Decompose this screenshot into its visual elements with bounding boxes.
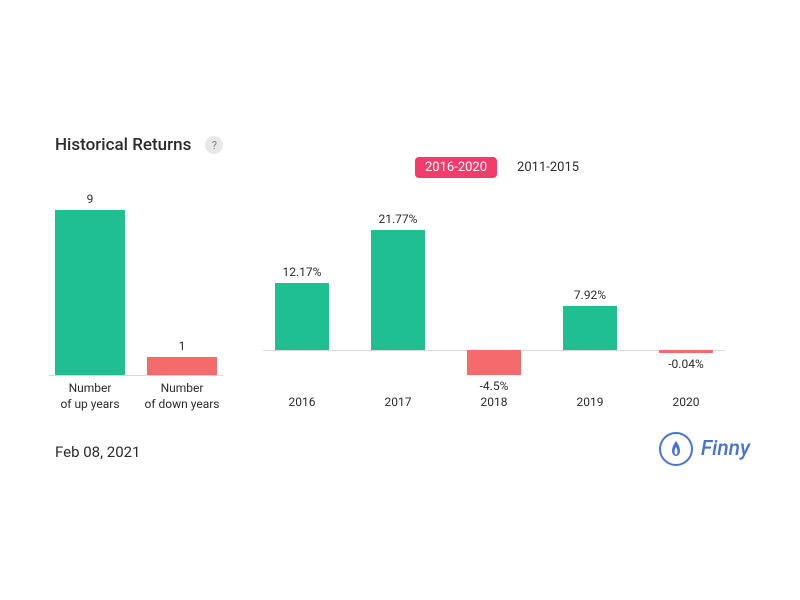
returns-bar-value: 21.77% <box>356 212 440 226</box>
footer-date: Feb 08, 2021 <box>55 443 141 461</box>
returns-bar-value: 12.17% <box>260 265 344 279</box>
returns-bar-value: -4.5% <box>452 379 536 393</box>
legend-item-inactive[interactable]: 2011-2015 <box>507 157 589 178</box>
returns-bar <box>275 283 329 350</box>
returns-panel: Historical Returns ? 2016-2020 2011-2015… <box>55 135 755 395</box>
brand-logo-icon <box>659 432 693 466</box>
returns-bar <box>371 230 425 350</box>
axis-line <box>49 375 223 376</box>
returns-bar-value: 7.92% <box>548 288 632 302</box>
returns-bar-value: -0.04% <box>644 357 728 371</box>
summary-bar <box>147 357 217 375</box>
summary-bar-value: 1 <box>147 339 217 353</box>
help-icon[interactable]: ? <box>205 136 223 154</box>
returns-bar-year: 2018 <box>457 395 531 411</box>
returns-bar-year: 2016 <box>265 395 339 411</box>
title-row: Historical Returns ? <box>55 135 755 155</box>
returns-bar <box>563 306 617 350</box>
returns-bar-year: 2020 <box>649 395 723 411</box>
returns-bar-year: 2017 <box>361 395 435 411</box>
legend-item-active[interactable]: 2016-2020 <box>415 157 497 178</box>
summary-chart: 9Numberof up years1Numberof down years <box>55 195 255 395</box>
returns-bar <box>659 350 713 353</box>
panel-title: Historical Returns <box>55 135 191 155</box>
summary-bar-label: Numberof down years <box>135 381 229 412</box>
summary-bar-value: 9 <box>55 192 125 206</box>
brand-name: Finny <box>701 437 750 461</box>
brand[interactable]: Finny <box>659 432 750 466</box>
summary-bar-label: Numberof up years <box>43 381 137 412</box>
returns-chart: 12.17%201621.77%2017-4.5%20187.92%2019-0… <box>275 195 755 395</box>
charts-row: 9Numberof up years1Numberof down years 1… <box>55 195 755 395</box>
returns-bar <box>467 350 521 375</box>
period-legend: 2016-2020 2011-2015 <box>415 157 589 178</box>
summary-bar <box>55 210 125 375</box>
returns-bar-year: 2019 <box>553 395 627 411</box>
